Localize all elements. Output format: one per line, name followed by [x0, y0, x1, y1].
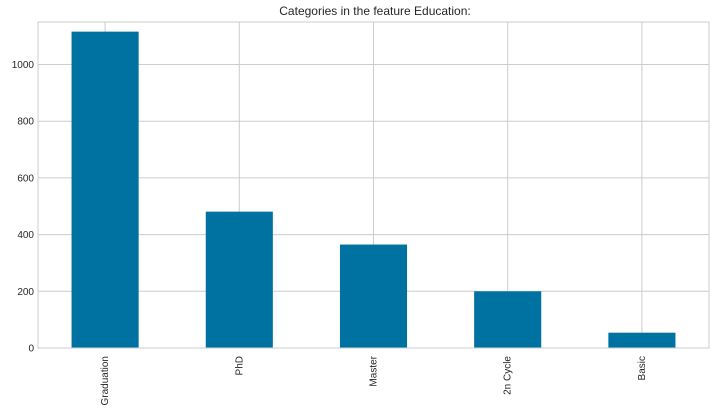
bar-graduation: [71, 31, 139, 349]
y-tick-label: 1000: [12, 60, 35, 71]
x-tick-label: Basic: [637, 356, 648, 380]
grid: [38, 22, 709, 349]
x-tick-label: PhD: [234, 356, 245, 375]
chart-title: Categories in the feature Education:: [279, 4, 470, 18]
y-tick-label: 200: [17, 287, 34, 298]
bar-2n-cycle: [474, 291, 542, 348]
bars: [71, 31, 676, 349]
plot-frame: [37, 21, 710, 349]
y-tick-label: 0: [28, 344, 34, 355]
x-tick-label: Master: [369, 355, 380, 386]
bar-phd: [205, 211, 273, 348]
x-tick-label: 2n Cycle: [503, 356, 514, 395]
y-tick-label: 800: [17, 117, 34, 128]
x-tick-label: Graduation: [100, 356, 111, 405]
bar-basic: [608, 332, 676, 348]
y-tick-label: 600: [17, 173, 34, 184]
y-axis-ticks: 0 200 400 600 800 1000: [12, 60, 35, 354]
bar-master: [339, 244, 408, 348]
x-axis-ticks: Graduation PhD Master 2n Cycle Basic: [100, 355, 648, 405]
y-tick-label: 400: [17, 230, 34, 241]
